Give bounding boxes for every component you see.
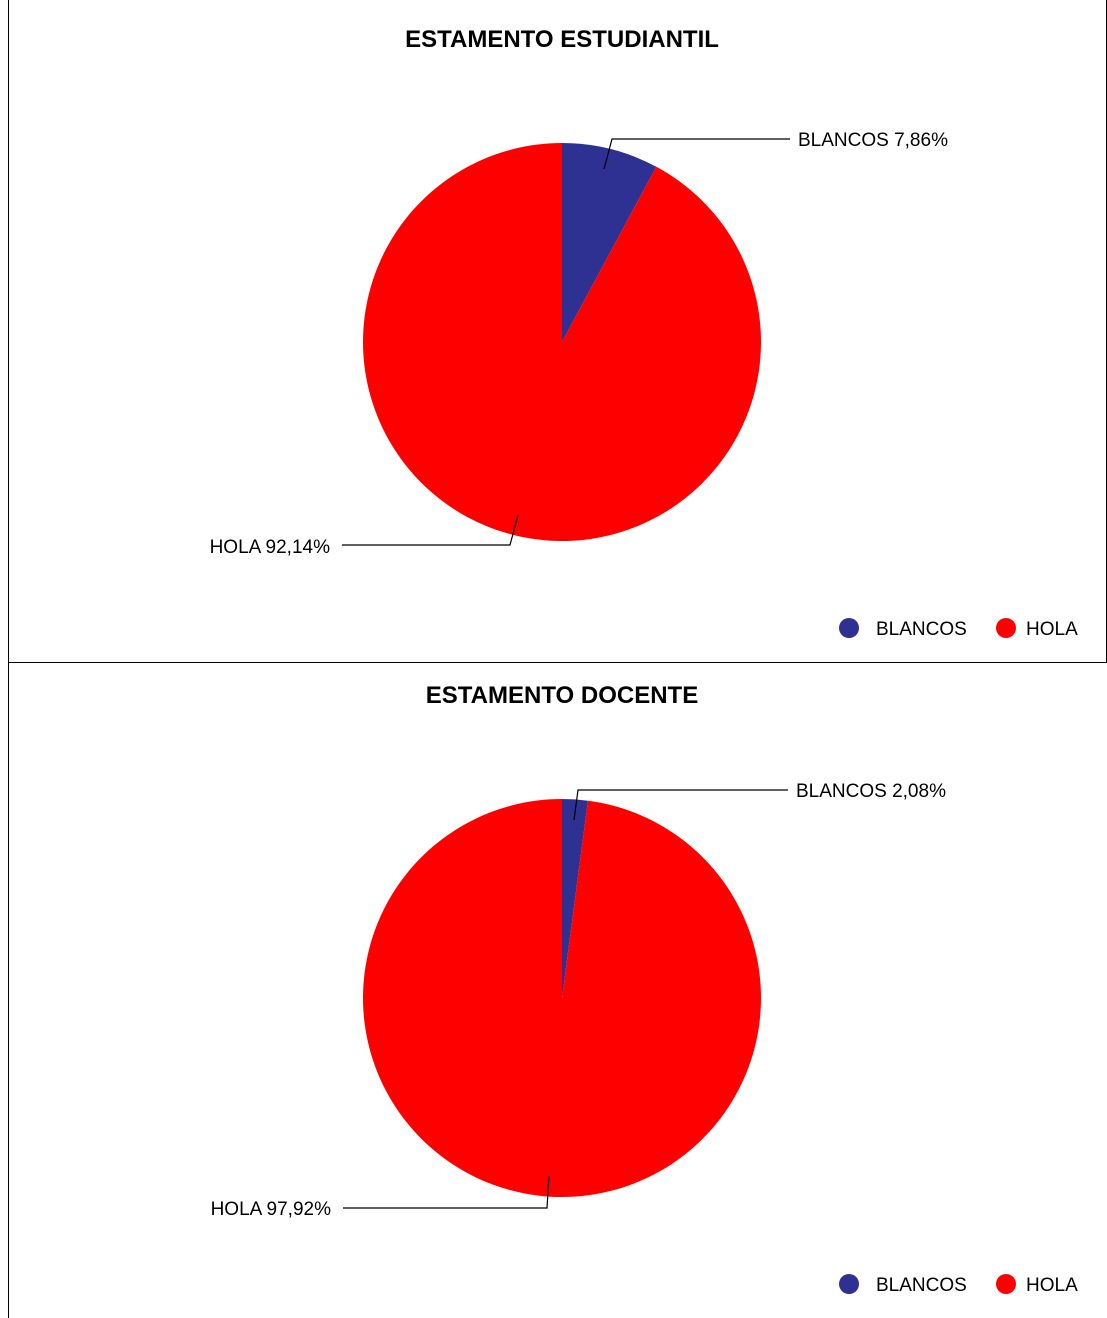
- legend: BLANCOS HOLA: [839, 1274, 1078, 1296]
- chart-estudiantil: ESTAMENTO ESTUDIANTIL BLANCOS 7,86% HOLA…: [210, 26, 1078, 640]
- legend-label-blancos: BLANCOS: [876, 619, 967, 640]
- pie-slice-blancos: [562, 799, 588, 998]
- data-label-hola: HOLA 97,92%: [211, 1199, 332, 1220]
- pie-slice-hola: [363, 799, 762, 1197]
- chart-title: ESTAMENTO ESTUDIANTIL: [405, 26, 719, 53]
- pie-slices: [362, 142, 761, 541]
- legend-swatch-hola: [996, 1274, 1016, 1294]
- legend-label-blancos: BLANCOS: [876, 1275, 967, 1296]
- data-label-hola: HOLA 92,14%: [210, 537, 331, 558]
- legend-label-hola: HOLA: [1026, 1275, 1078, 1296]
- leader-line-blancos: [603, 138, 790, 170]
- data-label-blancos: BLANCOS 2,08%: [796, 781, 946, 802]
- legend-swatch-blancos: [839, 618, 859, 638]
- legend-swatch-blancos: [839, 1274, 859, 1294]
- chart-title: ESTAMENTO DOCENTE: [426, 682, 698, 709]
- leader-line-hola: [342, 514, 519, 546]
- chart-docente: ESTAMENTO DOCENTE BLANCOS 2,08% HOLA 97,…: [211, 682, 1078, 1296]
- legend-label-hola: HOLA: [1026, 619, 1078, 640]
- pie-slices: [363, 799, 762, 1197]
- legend-swatch-hola: [996, 618, 1016, 638]
- leader-line-hola: [343, 1175, 550, 1209]
- pie-slice-hola: [362, 142, 761, 541]
- legend: BLANCOS HOLA: [839, 618, 1078, 640]
- leader-line-blancos: [573, 789, 788, 821]
- data-label-blancos: BLANCOS 7,86%: [798, 130, 948, 151]
- pie-slice-blancos: [562, 143, 657, 342]
